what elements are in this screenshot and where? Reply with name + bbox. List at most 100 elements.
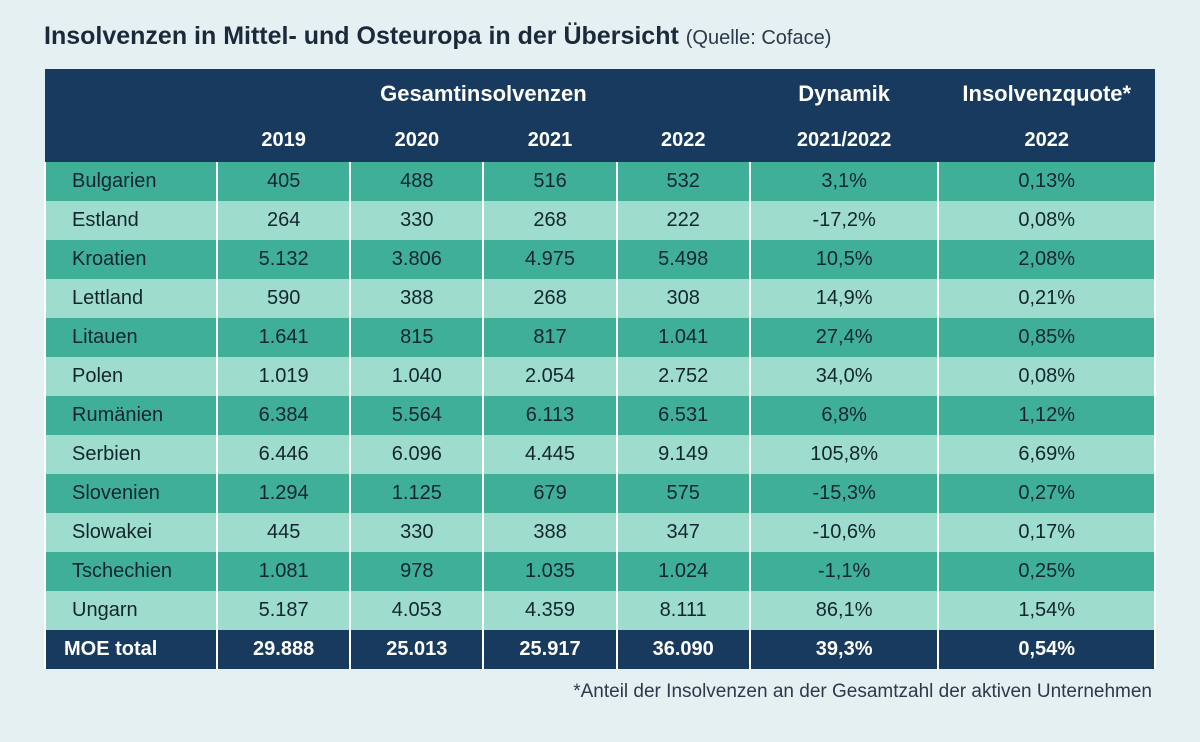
table-row: Bulgarien4054885165323,1%0,13% bbox=[45, 162, 1155, 201]
cell-quote: 6,69% bbox=[938, 435, 1155, 474]
cell-dynamics: 86,1% bbox=[750, 591, 939, 630]
cell-dynamics: 27,4% bbox=[750, 318, 939, 357]
cell-2020: 1.040 bbox=[350, 357, 483, 396]
table-row: Lettland59038826830814,9%0,21% bbox=[45, 279, 1155, 318]
country-cell: Polen bbox=[45, 357, 217, 396]
country-cell: Estland bbox=[45, 201, 217, 240]
cell-quote: 1,12% bbox=[938, 396, 1155, 435]
cell-2020: 6.096 bbox=[350, 435, 483, 474]
header-totals: Gesamtinsolvenzen bbox=[217, 69, 750, 119]
cell-2022: 9.149 bbox=[617, 435, 750, 474]
country-cell: Lettland bbox=[45, 279, 217, 318]
cell-dynamics: 39,3% bbox=[750, 630, 939, 669]
cell-2019: 405 bbox=[217, 162, 350, 201]
country-cell: Ungarn bbox=[45, 591, 217, 630]
cell-2019: 1.081 bbox=[217, 552, 350, 591]
country-cell: Kroatien bbox=[45, 240, 217, 279]
table-row: Litauen1.6418158171.04127,4%0,85% bbox=[45, 318, 1155, 357]
cell-2021: 4.445 bbox=[483, 435, 616, 474]
country-cell: Slovenien bbox=[45, 474, 217, 513]
country-cell: MOE total bbox=[45, 630, 217, 669]
cell-2022: 6.531 bbox=[617, 396, 750, 435]
country-cell: Bulgarien bbox=[45, 162, 217, 201]
table-row: Ungarn5.1874.0534.3598.11186,1%1,54% bbox=[45, 591, 1155, 630]
cell-2019: 264 bbox=[217, 201, 350, 240]
cell-dynamics: -1,1% bbox=[750, 552, 939, 591]
table-row-total: MOE total29.88825.01325.91736.09039,3%0,… bbox=[45, 630, 1155, 669]
header-2020: 2020 bbox=[350, 119, 483, 162]
cell-2021: 6.113 bbox=[483, 396, 616, 435]
table-row: Slovenien1.2941.125679575-15,3%0,27% bbox=[45, 474, 1155, 513]
header-quote: Insolvenzquote* bbox=[938, 69, 1155, 119]
cell-2020: 1.125 bbox=[350, 474, 483, 513]
cell-2020: 330 bbox=[350, 513, 483, 552]
insolvency-table: Gesamtinsolvenzen Dynamik Insolvenzquote… bbox=[44, 69, 1156, 669]
cell-2019: 5.187 bbox=[217, 591, 350, 630]
cell-2019: 590 bbox=[217, 279, 350, 318]
cell-dynamics: -15,3% bbox=[750, 474, 939, 513]
cell-2020: 978 bbox=[350, 552, 483, 591]
cell-2021: 516 bbox=[483, 162, 616, 201]
cell-2021: 2.054 bbox=[483, 357, 616, 396]
page-title: Insolvenzen in Mittel- und Osteuropa in … bbox=[44, 22, 1156, 51]
cell-2020: 5.564 bbox=[350, 396, 483, 435]
header-2022: 2022 bbox=[617, 119, 750, 162]
cell-2021: 388 bbox=[483, 513, 616, 552]
cell-dynamics: 105,8% bbox=[750, 435, 939, 474]
table-body: Bulgarien4054885165323,1%0,13%Estland264… bbox=[45, 162, 1155, 669]
cell-2019: 1.641 bbox=[217, 318, 350, 357]
cell-2020: 815 bbox=[350, 318, 483, 357]
header-dynamics: Dynamik bbox=[750, 69, 939, 119]
cell-2019: 445 bbox=[217, 513, 350, 552]
cell-quote: 0,54% bbox=[938, 630, 1155, 669]
header-blank-2 bbox=[45, 119, 217, 162]
cell-2019: 5.132 bbox=[217, 240, 350, 279]
header-quote-year: 2022 bbox=[938, 119, 1155, 162]
country-cell: Rumänien bbox=[45, 396, 217, 435]
cell-2021: 268 bbox=[483, 279, 616, 318]
cell-quote: 0,85% bbox=[938, 318, 1155, 357]
cell-quote: 1,54% bbox=[938, 591, 1155, 630]
cell-2020: 330 bbox=[350, 201, 483, 240]
cell-2019: 6.446 bbox=[217, 435, 350, 474]
table-row: Rumänien6.3845.5646.1136.5316,8%1,12% bbox=[45, 396, 1155, 435]
cell-quote: 0,13% bbox=[938, 162, 1155, 201]
cell-2022: 222 bbox=[617, 201, 750, 240]
country-cell: Litauen bbox=[45, 318, 217, 357]
cell-2021: 4.359 bbox=[483, 591, 616, 630]
cell-2022: 1.024 bbox=[617, 552, 750, 591]
cell-2019: 6.384 bbox=[217, 396, 350, 435]
cell-2021: 268 bbox=[483, 201, 616, 240]
cell-quote: 0,27% bbox=[938, 474, 1155, 513]
cell-dynamics: 14,9% bbox=[750, 279, 939, 318]
cell-quote: 2,08% bbox=[938, 240, 1155, 279]
cell-2021: 679 bbox=[483, 474, 616, 513]
title-source: (Quelle: Coface) bbox=[686, 27, 832, 49]
header-2019: 2019 bbox=[217, 119, 350, 162]
country-cell: Serbien bbox=[45, 435, 217, 474]
cell-2022: 347 bbox=[617, 513, 750, 552]
cell-dynamics: 34,0% bbox=[750, 357, 939, 396]
cell-quote: 0,21% bbox=[938, 279, 1155, 318]
cell-2019: 1.019 bbox=[217, 357, 350, 396]
cell-2022: 1.041 bbox=[617, 318, 750, 357]
title-main: Insolvenzen in Mittel- und Osteuropa in … bbox=[44, 22, 679, 50]
cell-2020: 4.053 bbox=[350, 591, 483, 630]
table-row: Polen1.0191.0402.0542.75234,0%0,08% bbox=[45, 357, 1155, 396]
header-group-row: Gesamtinsolvenzen Dynamik Insolvenzquote… bbox=[45, 69, 1155, 119]
cell-quote: 0,17% bbox=[938, 513, 1155, 552]
header-dyn-period: 2021/2022 bbox=[750, 119, 939, 162]
cell-2022: 8.111 bbox=[617, 591, 750, 630]
cell-quote: 0,08% bbox=[938, 357, 1155, 396]
cell-2020: 3.806 bbox=[350, 240, 483, 279]
cell-2021: 25.917 bbox=[483, 630, 616, 669]
cell-2021: 817 bbox=[483, 318, 616, 357]
cell-dynamics: -10,6% bbox=[750, 513, 939, 552]
footnote: *Anteil der Insolvenzen an der Gesamtzah… bbox=[44, 681, 1152, 703]
cell-dynamics: -17,2% bbox=[750, 201, 939, 240]
cell-2022: 308 bbox=[617, 279, 750, 318]
cell-2022: 5.498 bbox=[617, 240, 750, 279]
cell-2022: 575 bbox=[617, 474, 750, 513]
table-row: Estland264330268222-17,2%0,08% bbox=[45, 201, 1155, 240]
table-row: Kroatien5.1323.8064.9755.49810,5%2,08% bbox=[45, 240, 1155, 279]
